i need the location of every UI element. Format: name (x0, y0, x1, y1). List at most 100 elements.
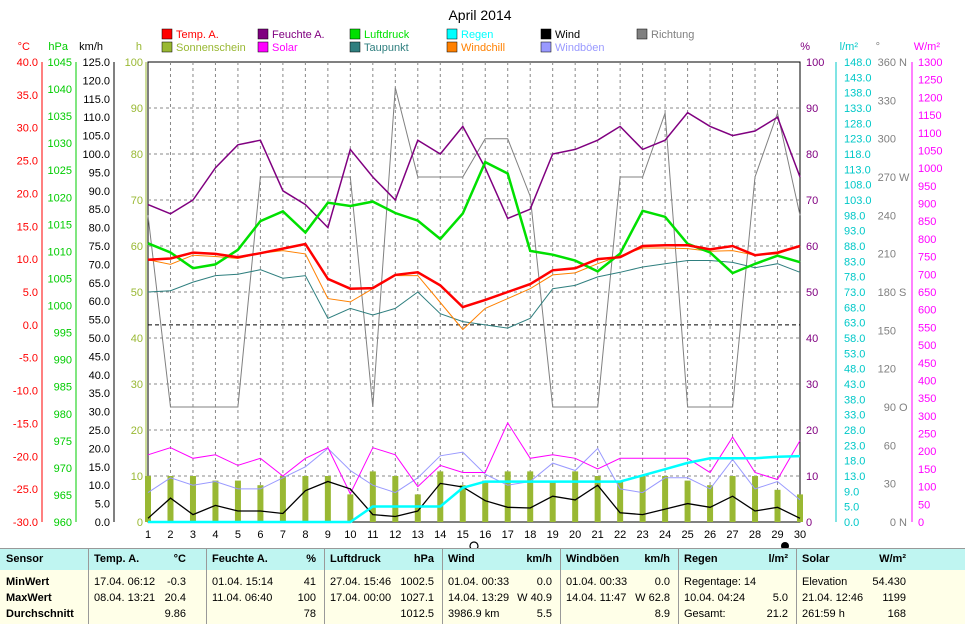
stats-header-label: Sensor (6, 553, 44, 565)
axis-unit-label: °C (18, 41, 30, 53)
pressure-tick-label: 990 (54, 355, 72, 367)
sun-tick-label: 0 (137, 517, 143, 529)
axis-unit-label: hPa (48, 41, 68, 53)
temp-tick-label: -20.0 (13, 451, 38, 463)
pressure-tick-label: 960 (54, 517, 72, 529)
legend-swatch (446, 41, 458, 53)
x-tick-label: 29 (771, 529, 783, 541)
pressure-tick-label: 985 (54, 382, 72, 394)
direction-compass-label: W (899, 172, 910, 184)
stats-cell-value: 8.9 (654, 608, 670, 620)
stats-header-unit: % (306, 553, 316, 565)
pressure-tick-label: 1030 (48, 138, 72, 150)
legend-swatch (257, 41, 269, 53)
wind-tick-label: 50.0 (89, 333, 110, 345)
humidity-tick-label: 70 (806, 195, 818, 207)
solar-tick-label: 550 (918, 322, 936, 334)
sunshine-bar (459, 485, 466, 522)
direction-tick-label: 360 (878, 57, 896, 69)
rain-tick-label: 123.0 (844, 134, 872, 146)
rain-tick-label: 98.0 (844, 210, 865, 222)
sunshine-bar (684, 480, 691, 522)
direction-tick-label: 300 (878, 134, 896, 146)
sunshine-bar (549, 480, 556, 522)
stats-header-unit: km/h (644, 553, 670, 565)
solar-tick-label: 350 (918, 393, 936, 405)
wind-tick-label: 95.0 (89, 167, 110, 179)
pressure-tick-label: 1025 (48, 165, 72, 177)
stats-cell-value: 9.86 (164, 608, 186, 620)
stats-header-unit: km/h (526, 553, 552, 565)
stats-row-label: MinWert (6, 576, 50, 588)
legend-swatch (161, 41, 173, 53)
x-tick-label: 18 (524, 529, 536, 541)
stats-column-divider (442, 549, 443, 624)
rain-tick-label: 5.0 (844, 502, 859, 514)
wind-tick-label: 65.0 (89, 278, 110, 290)
sunshine-bar (392, 476, 399, 522)
solar-tick-label: 400 (918, 375, 936, 387)
direction-tick-label: 90 (884, 402, 896, 414)
direction-tick-label: 150 (878, 325, 896, 337)
x-tick-label: 7 (280, 529, 286, 541)
stats-table: Sensor Temp. A. °C Feuchte A.% Luftdruck hPa W… (0, 548, 965, 624)
solar-tick-label: 1000 (918, 163, 942, 175)
rain-tick-label: 103.0 (844, 195, 872, 207)
temp-tick-label: 20.0 (17, 188, 38, 200)
x-tick-label: 19 (547, 529, 559, 541)
humidity-tick-label: 100 (806, 57, 824, 69)
sunshine-bar (662, 476, 669, 522)
pressure-tick-label: 980 (54, 409, 72, 421)
stats-cell-value: 54.430 (872, 576, 906, 588)
humidity-tick-label: 30 (806, 379, 818, 391)
rain-tick-label: 43.0 (844, 379, 865, 391)
sunshine-bar (347, 494, 354, 522)
wind-tick-label: 110.0 (83, 112, 110, 124)
wind-tick-label: 60.0 (89, 296, 110, 308)
legend-label: Taupunkt (364, 42, 409, 54)
solar-tick-label: 700 (918, 269, 936, 281)
taupunkt-line (147, 260, 801, 329)
x-tick-label: 5 (235, 529, 241, 541)
x-tick-label: 12 (389, 529, 401, 541)
solar-tick-label: 800 (918, 234, 936, 246)
wind-line (147, 480, 801, 519)
sunshine-bar (234, 480, 241, 522)
solar-tick-label: 850 (918, 216, 936, 228)
solar-tick-label: 1050 (918, 145, 942, 157)
wind-tick-label: 30.0 (89, 407, 110, 419)
rain-tick-label: 118.0 (844, 149, 871, 161)
x-tick-label: 27 (726, 529, 738, 541)
legend-label: Richtung (651, 29, 694, 41)
chart-title: April 2014 (448, 7, 511, 23)
axis-unit-label: l/m² (840, 41, 859, 53)
solar-tick-label: 50 (918, 499, 930, 511)
x-tick-label: 23 (636, 529, 648, 541)
sun-tick-label: 100 (125, 57, 143, 69)
stats-cell-time: 01.04. 00:33 (566, 576, 628, 588)
solar-tick-label: 750 (918, 252, 936, 264)
stats-cell-time: Regentage: 14 (684, 576, 757, 588)
x-tick-label: 11 (367, 529, 378, 541)
sun-tick-label: 60 (131, 241, 143, 253)
feuchte-a-line (147, 111, 801, 230)
wind-tick-label: 40.0 (89, 370, 110, 382)
x-tick-label: 10 (344, 529, 356, 541)
rain-tick-label: 0.0 (844, 517, 859, 529)
stats-cell-value: W 62.8 (635, 592, 670, 604)
x-tick-label: 14 (434, 529, 446, 541)
regen-line (148, 454, 801, 524)
wind-tick-label: 105.0 (82, 131, 110, 143)
direction-tick-label: 180 (878, 287, 896, 299)
wind-tick-label: 80.0 (89, 223, 110, 235)
x-tick-label: 16 (479, 529, 491, 541)
sunshine-bar (414, 494, 421, 522)
sun-tick-label: 70 (131, 195, 143, 207)
solar-tick-label: 1150 (918, 110, 942, 122)
wind-tick-label: 120.0 (82, 75, 110, 87)
wind-tick-label: 45.0 (89, 351, 110, 363)
pressure-tick-label: 1010 (48, 246, 72, 258)
stats-cell-value: 20.4 (164, 592, 186, 604)
legend-label: Regen (461, 29, 493, 41)
grid (148, 62, 800, 522)
